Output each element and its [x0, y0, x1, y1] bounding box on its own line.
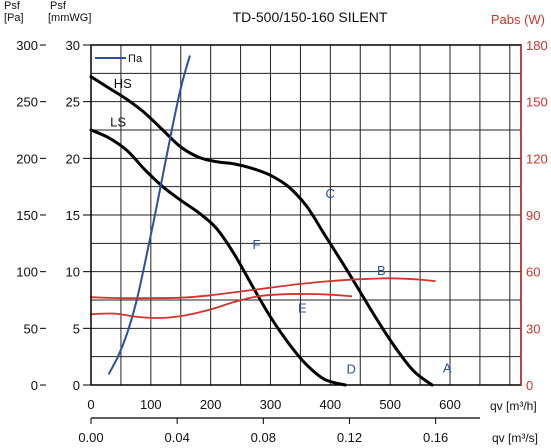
tick-label-w: 120	[526, 151, 548, 166]
annotation-layer: HS LS C F B E D A	[110, 76, 452, 377]
annotation-LS: LS	[110, 115, 126, 130]
series-line-3	[90, 277, 436, 300]
grid	[91, 45, 521, 385]
annotation-D: D	[346, 362, 355, 377]
ticks-layer: 0501001502002503000510152025300306090120…	[16, 38, 547, 445]
tick-label-w: 180	[526, 38, 548, 53]
tick-label-w: 60	[526, 265, 540, 280]
series-line-1	[89, 128, 347, 387]
left-axis-pa-label-1: Psf	[4, 0, 21, 12]
series-layer	[89, 55, 436, 387]
tick-label-mmwg: 5	[73, 321, 80, 336]
tick-label-mmwg: 30	[66, 38, 80, 53]
tick-label-m3h: 200	[200, 397, 222, 412]
annotation-F: F	[253, 237, 261, 252]
tick-label-pa: 250	[16, 95, 38, 110]
tick-label-mmwg: 20	[66, 151, 80, 166]
annotation-A: A	[443, 361, 452, 376]
right-axis-label: Pabs (W)	[491, 12, 545, 27]
series-line-2	[108, 55, 191, 375]
tick-label-pa: 0	[31, 378, 38, 393]
tick-label-pa: 300	[16, 38, 38, 53]
tick-label-m3h: 500	[379, 397, 401, 412]
tick-label-m3s: 0.12	[337, 430, 362, 445]
chart-title: TD-500/150-160 SILENT	[233, 9, 388, 25]
tick-label-m3s: 0.04	[165, 430, 190, 445]
tick-label-m3s: 0.16	[423, 430, 448, 445]
tick-label-m3h: 300	[260, 397, 282, 412]
annotation-HS: HS	[114, 76, 132, 91]
tick-label-w: 150	[526, 95, 548, 110]
tick-label-m3h: 100	[140, 397, 162, 412]
tick-label-mmwg: 0	[73, 378, 80, 393]
tick-label-pa: 50	[24, 321, 38, 336]
tick-label-m3s: 0.00	[78, 430, 103, 445]
tick-label-m3h: 400	[319, 397, 341, 412]
left-axis-mmwg-label-2: [mmWG]	[48, 12, 91, 24]
tick-label-m3s: 0.08	[251, 430, 276, 445]
tick-label-pa: 200	[16, 151, 38, 166]
tick-label-mmwg: 25	[66, 95, 80, 110]
annotation-C: C	[326, 186, 335, 201]
tick-label-w: 0	[526, 378, 533, 393]
tick-label-w: 90	[526, 208, 540, 223]
left-axis-mmwg-label-1: Psf	[50, 0, 67, 12]
tick-label-mmwg: 10	[66, 265, 80, 280]
annotation-E: E	[298, 300, 307, 315]
tick-label-m3h: 0	[87, 397, 94, 412]
tick-label-pa: 100	[16, 265, 38, 280]
series-line-4	[90, 293, 353, 319]
tick-label-w: 30	[526, 321, 540, 336]
bottom-axis-m3s-label: qv [m³/s]	[492, 431, 538, 445]
tick-label-m3h: 600	[439, 397, 461, 412]
legend-entry: Πa	[128, 53, 143, 65]
tick-label-pa: 150	[16, 208, 38, 223]
tick-label-mmwg: 15	[66, 208, 80, 223]
series-line-0	[89, 75, 434, 387]
annotation-B: B	[377, 263, 386, 278]
left-axis-pa-label-2: [Pa]	[4, 12, 24, 24]
bottom-axis-m3h-label: qv [m³/h]	[490, 399, 537, 413]
